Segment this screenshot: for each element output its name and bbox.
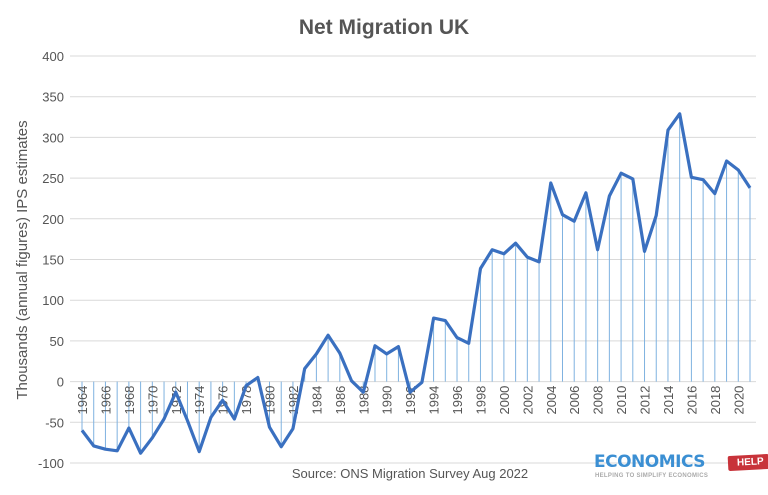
x-tick-label: 1992 — [403, 386, 418, 415]
x-tick-label: 1968 — [122, 386, 137, 415]
x-tick-label: 2016 — [684, 386, 699, 415]
logo-tagline: HELPING TO SIMPLIFY ECONOMICS — [595, 473, 709, 479]
economics-help-logo: ECONOMICS HELP HELPING TO SIMPLIFY ECONO… — [594, 452, 768, 488]
y-tick-label: 150 — [42, 253, 64, 268]
y-tick-label: 300 — [42, 130, 64, 145]
chart-title: Net Migration UK — [299, 16, 469, 39]
x-tick-label: 1970 — [145, 386, 160, 415]
x-tick-label: 1974 — [192, 386, 207, 415]
y-tick-label: 250 — [42, 171, 64, 186]
x-tick-label: 1984 — [309, 386, 324, 415]
x-tick-label: 2008 — [591, 386, 606, 415]
x-tick-label: 2004 — [544, 386, 559, 415]
x-tick-label: 1988 — [356, 386, 371, 415]
x-tick-label: 2020 — [731, 386, 746, 415]
source-note: Source: ONS Migration Survey Aug 2022 — [292, 466, 528, 481]
x-tick-label: 2006 — [567, 386, 582, 415]
x-tick-label: 1986 — [333, 386, 348, 415]
logo-tag: HELP — [727, 453, 768, 472]
x-tick-label: 1994 — [427, 386, 442, 415]
logo-text: ECONOMICS — [594, 452, 706, 472]
y-tick-label: 350 — [42, 90, 64, 105]
x-tick-label: 2010 — [614, 386, 629, 415]
x-tick-label: 1998 — [473, 386, 488, 415]
x-tick-label: 1990 — [380, 386, 395, 415]
x-tick-label: 2002 — [520, 386, 535, 415]
x-tick-label: 2018 — [708, 386, 723, 415]
y-tick-label: 50 — [50, 334, 64, 349]
x-tick-label: 1972 — [169, 386, 184, 415]
y-tick-label: 200 — [42, 212, 64, 227]
x-tick-label: 1996 — [450, 386, 465, 415]
y-tick-label: -50 — [45, 415, 64, 430]
x-tick-label: 2012 — [638, 386, 653, 415]
y-tick-label: 400 — [42, 49, 64, 64]
y-tick-label: -100 — [38, 456, 64, 471]
x-tick-label: 2000 — [497, 386, 512, 415]
y-tick-label: 0 — [57, 375, 64, 390]
x-tick-label: 1966 — [98, 386, 113, 415]
series-line — [80, 112, 752, 455]
x-tick-label: 1964 — [75, 386, 90, 415]
y-tick-label: 100 — [42, 293, 64, 308]
x-tick-label: 2014 — [661, 386, 676, 415]
y-axis-label: Thousands (annual figures) IPS estimates — [14, 120, 31, 399]
